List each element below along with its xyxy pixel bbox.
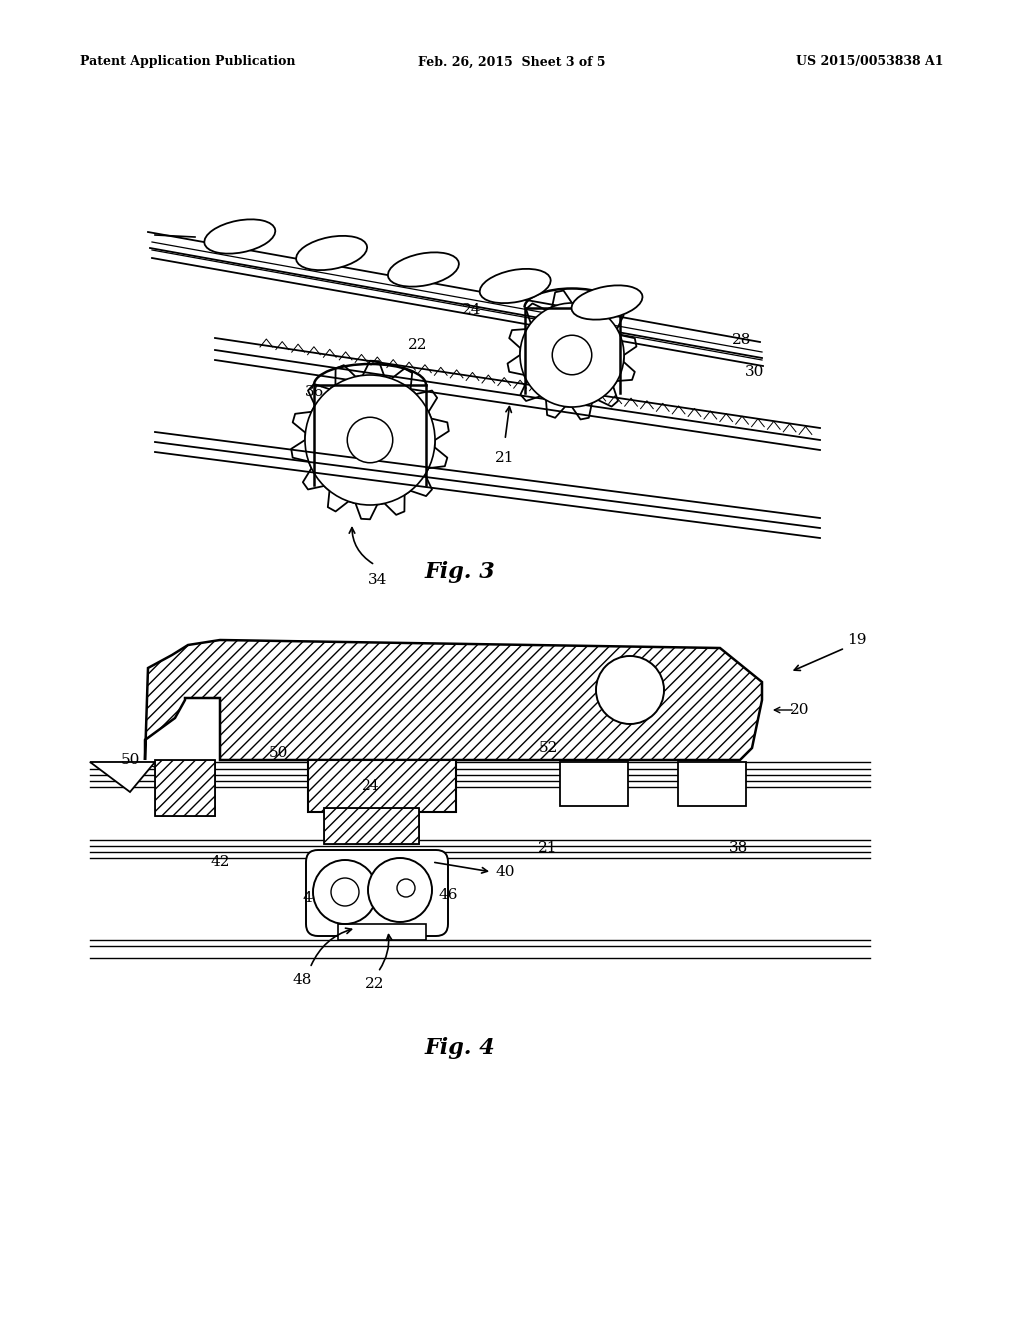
Text: 34: 34 bbox=[369, 573, 388, 587]
Circle shape bbox=[305, 375, 435, 506]
Circle shape bbox=[520, 304, 624, 407]
Text: 20: 20 bbox=[791, 704, 810, 717]
Text: 24: 24 bbox=[361, 779, 379, 793]
Text: 21: 21 bbox=[539, 841, 558, 855]
Bar bbox=[338, 924, 426, 940]
Text: 38: 38 bbox=[728, 841, 748, 855]
Text: 19: 19 bbox=[847, 634, 866, 647]
Text: 44: 44 bbox=[302, 891, 322, 906]
Ellipse shape bbox=[479, 269, 551, 304]
Text: Patent Application Publication: Patent Application Publication bbox=[80, 55, 296, 69]
Text: 50: 50 bbox=[120, 752, 139, 767]
Text: 42: 42 bbox=[210, 855, 229, 869]
Text: 40: 40 bbox=[496, 865, 515, 879]
Text: Fig. 4: Fig. 4 bbox=[425, 1038, 496, 1059]
Text: Fig. 3: Fig. 3 bbox=[425, 561, 496, 583]
Text: 52: 52 bbox=[539, 741, 558, 755]
Polygon shape bbox=[145, 640, 762, 760]
Ellipse shape bbox=[571, 285, 642, 319]
Polygon shape bbox=[90, 762, 155, 792]
Bar bbox=[678, 762, 746, 807]
Text: 48: 48 bbox=[292, 973, 311, 987]
Circle shape bbox=[331, 878, 359, 906]
Bar bbox=[324, 808, 419, 843]
Circle shape bbox=[313, 861, 377, 924]
Text: 46: 46 bbox=[438, 888, 458, 902]
Text: Feb. 26, 2015  Sheet 3 of 5: Feb. 26, 2015 Sheet 3 of 5 bbox=[418, 55, 606, 69]
Bar bbox=[308, 760, 456, 812]
Text: US 2015/0053838 A1: US 2015/0053838 A1 bbox=[797, 55, 944, 69]
Circle shape bbox=[347, 417, 393, 463]
Text: 22: 22 bbox=[366, 977, 385, 991]
Text: 21: 21 bbox=[496, 451, 515, 465]
Bar bbox=[324, 808, 419, 843]
Bar bbox=[560, 762, 628, 807]
Circle shape bbox=[552, 335, 592, 375]
Ellipse shape bbox=[205, 219, 275, 253]
Circle shape bbox=[368, 858, 432, 921]
Ellipse shape bbox=[296, 236, 367, 271]
Text: 50: 50 bbox=[268, 746, 288, 760]
Text: 36: 36 bbox=[305, 385, 325, 399]
Circle shape bbox=[397, 879, 415, 898]
Ellipse shape bbox=[388, 252, 459, 286]
Text: 22: 22 bbox=[409, 338, 428, 352]
FancyBboxPatch shape bbox=[306, 850, 449, 936]
Text: 30: 30 bbox=[745, 366, 765, 379]
Circle shape bbox=[596, 656, 664, 723]
Bar bbox=[155, 760, 215, 816]
Bar bbox=[308, 760, 456, 812]
Text: 24: 24 bbox=[462, 304, 481, 317]
Bar bbox=[155, 760, 215, 816]
Text: 28: 28 bbox=[732, 333, 752, 347]
